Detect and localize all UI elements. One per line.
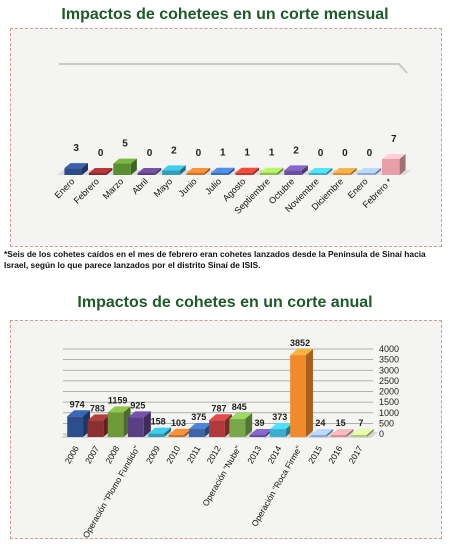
bar-7 (235, 167, 260, 175)
annual-chart-title: Impactos de cohetes en un corte anual (77, 294, 373, 311)
data-label: 845 (232, 402, 247, 412)
data-label: 2 (171, 145, 177, 156)
data-label: 0 (367, 148, 373, 159)
tick-label: Marzo (101, 176, 126, 201)
tick-label: Febrero (72, 176, 101, 205)
bar-11 (333, 168, 357, 175)
data-label: 0 (342, 148, 348, 159)
tick-label: 2016 (326, 444, 344, 466)
bar-3 (128, 411, 151, 437)
tick-label: 2006 (63, 444, 81, 466)
bar-8 (259, 167, 284, 175)
bar-7 (209, 414, 232, 437)
tick-label: 2010 (164, 444, 182, 466)
bar-0 (67, 410, 91, 437)
bar-11 (290, 349, 313, 437)
data-label: 24 (315, 418, 325, 428)
y-tick-label: 1500 (379, 397, 399, 407)
data-label: 5 (122, 139, 128, 150)
bar-1 (88, 168, 113, 175)
tick-label: Julio (203, 176, 223, 196)
data-label: 1159 (108, 395, 128, 405)
bar-1 (87, 414, 111, 437)
footnote: *Seis de los cohetes caídos en el mes de… (4, 249, 426, 270)
tick-label: 2007 (83, 444, 101, 466)
y-tick-label: 500 (379, 418, 394, 428)
bar-2 (107, 406, 131, 437)
bar-6 (210, 167, 235, 175)
tick-label: 2011 (185, 444, 203, 465)
monthly-chart: 3Enero0Febrero5Marzo0Abril2Mayo0Junio1Ju… (53, 63, 411, 216)
data-label: 373 (272, 412, 287, 422)
bar-9 (284, 165, 308, 175)
bar-4 (148, 427, 172, 437)
data-label: 787 (211, 403, 226, 413)
bar-0 (64, 163, 89, 175)
data-label: 7 (391, 134, 397, 145)
data-label: 1 (220, 148, 226, 159)
bar-3 (137, 168, 162, 175)
top-rule (59, 63, 408, 74)
bar-2 (113, 158, 137, 175)
bar-14 (350, 429, 374, 437)
data-label: 1 (244, 148, 250, 159)
tick-label: Operación "Nube" (200, 444, 243, 508)
data-label: 925 (130, 400, 145, 410)
tick-label: Abril (130, 176, 150, 196)
y-tick-label: 2500 (379, 376, 399, 386)
y-tick-label: 3000 (379, 365, 399, 375)
bar-12 (310, 429, 334, 437)
data-label: 783 (90, 403, 105, 413)
tick-label: 2008 (103, 444, 121, 466)
tick-label: 2014 (265, 444, 283, 466)
y-tick-label: 2000 (379, 387, 399, 397)
data-label: 2 (293, 145, 299, 156)
tick-label: 2017 (346, 444, 364, 466)
data-label: 0 (318, 148, 324, 159)
data-label: 3852 (290, 338, 310, 348)
bar-13 (381, 154, 406, 175)
annual-chart-panel: 0 500 1000 1500 2000 2500 3000 3500 4000 974 2006 7… (10, 320, 442, 540)
data-label: 39 (255, 418, 265, 428)
data-label: 103 (171, 418, 186, 428)
tick-label: Mayo (152, 176, 175, 199)
data-label: 3 (73, 143, 79, 154)
data-label: 7 (358, 418, 363, 428)
tick-label: 2015 (306, 444, 324, 466)
bar-13 (330, 429, 354, 437)
y-tick-label: 4000 (379, 344, 399, 354)
bar-10 (308, 168, 333, 175)
data-label: 15 (336, 418, 346, 428)
monthly-chart-panel: 3 Enero 0 Febrero 5 Marzo 0 Abril 2 Mayo 0 Junio 1 Ju… (10, 28, 442, 247)
y-tick-label: 3500 (379, 355, 399, 365)
data-label: 0 (196, 148, 202, 159)
bar-12 (357, 168, 382, 175)
tick-label: Junio (176, 176, 198, 198)
data-label: 375 (191, 412, 206, 422)
data-label: 0 (98, 148, 104, 159)
tick-label: 2009 (144, 444, 162, 466)
data-label: 1 (269, 148, 275, 159)
y-tick-label: 1000 (379, 408, 399, 418)
y-tick-label: 0 (379, 429, 384, 439)
bar-8 (229, 413, 253, 437)
data-label: 0 (147, 148, 153, 159)
tick-label: 2012 (205, 444, 223, 466)
bar-4 (162, 165, 186, 175)
data-label: 158 (151, 417, 166, 427)
tick-label: 2013 (245, 444, 263, 466)
data-label: 974 (70, 399, 85, 409)
monthly-chart-title: Impactos de cohetees en un corte mensual (61, 6, 389, 23)
bar-5 (186, 168, 211, 175)
